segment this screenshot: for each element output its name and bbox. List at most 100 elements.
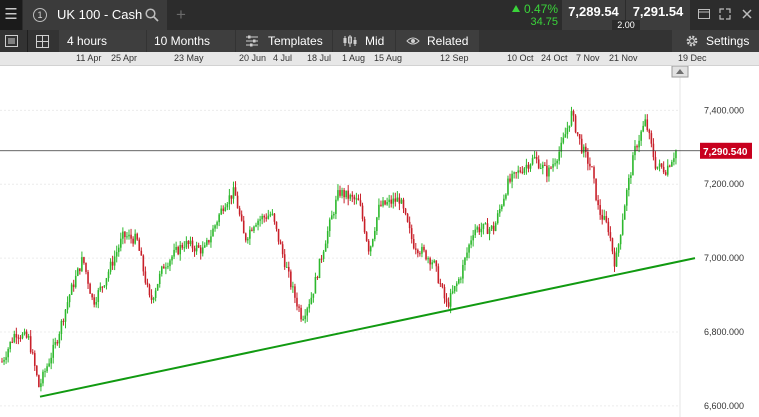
candle-body [183,247,186,249]
candle-body [564,134,567,138]
candle-body [185,241,188,248]
candle-body [460,278,462,280]
add-tab-button[interactable]: + [176,5,186,24]
candle-body [402,199,405,209]
candle-body [675,150,677,159]
candle-body [242,220,245,234]
candle-body [425,250,427,260]
range-selector[interactable]: 10 Months [147,30,235,52]
candle-body [257,220,259,225]
candle-body [623,205,626,220]
search-icon[interactable] [145,8,159,22]
candle-body [265,217,268,219]
candle-body [214,225,216,229]
candle-body [310,297,313,304]
grid-layout-icon[interactable] [36,35,49,48]
candle-body [56,342,59,344]
templates-button[interactable]: Templates [236,30,332,52]
candle-body [455,283,458,286]
candle-body [187,241,190,245]
candle-body [367,240,370,252]
candle-body [279,241,282,245]
candle-body [580,138,583,153]
price-tick-label: 6,600.000 [704,401,744,411]
candle-body [533,156,536,159]
candle-body [406,213,409,222]
candle-body [605,216,608,222]
candle-body [146,282,149,285]
candle-body [419,253,421,255]
candle-body [208,240,210,243]
candle-body [124,231,126,238]
candle-body [232,187,235,199]
candle-body [613,251,616,267]
candle-body [429,258,431,265]
candle-body [599,205,601,215]
candle-body [585,146,587,153]
candle-body [64,309,67,322]
candle-body [3,359,5,362]
candle-body [378,204,380,218]
candle-body [68,294,71,303]
candle-body [658,163,661,167]
candle-body [550,167,552,169]
hamburger-menu-icon[interactable]: ☰ [0,0,22,30]
expand-icon[interactable] [718,7,732,21]
candle-body [99,286,102,291]
candle-body [572,111,575,116]
candle-body [31,352,34,354]
scroll-to-end-icon[interactable] [671,66,689,78]
date-label: 24 Oct [541,53,568,63]
candle-body [308,303,311,309]
dock-icon[interactable] [697,7,711,21]
list-view-icon[interactable] [5,35,18,47]
related-button[interactable]: Related [396,30,479,52]
candle-body [392,198,395,204]
candle-body [423,246,425,251]
candle-body [38,375,40,388]
candle-body [169,260,171,267]
date-label: 11 Apr [76,53,102,63]
candle-body [570,111,573,126]
candle-body [101,286,104,288]
candle-body [447,302,450,307]
candle-body [498,209,501,214]
candle-body [662,166,665,173]
settings-button[interactable]: Settings [672,30,759,52]
candle-body [630,175,632,179]
candle-body [132,238,134,244]
candle-body [539,167,542,169]
candle-body [300,307,302,320]
candle-body [646,119,649,130]
trendline[interactable] [39,257,696,398]
candle-body [191,240,194,249]
candle-body [230,195,233,199]
sell-price-button[interactable]: 7,289.54 [562,0,625,30]
candle-body [160,266,163,274]
candle-body [593,167,595,179]
close-icon[interactable] [740,7,754,21]
candle-body [642,125,644,132]
date-label: 21 Nov [609,53,638,63]
price-chart[interactable]: 7,400.000 7,200.000 7,000.000 6,800.000 6,60… [0,66,759,417]
candle-body [431,262,433,265]
candle-body [89,283,91,294]
price-mode-button[interactable]: Mid [333,30,395,52]
candle-body [337,190,339,200]
instrument-tab[interactable]: 1 UK 100 - Cash [23,0,167,30]
candle-body [273,213,276,222]
candle-body [433,260,436,263]
candle-body [292,286,294,288]
candle-body [152,297,155,300]
interval-selector[interactable]: 4 hours [59,30,146,52]
candle-body [218,214,220,223]
range-label: 10 Months [154,34,211,48]
candle-body [144,271,147,283]
candles [1,106,677,392]
candle-body [488,228,491,234]
candle-body [140,250,143,256]
candle-body [136,233,138,240]
candle-body [42,371,44,384]
candle-body [513,172,515,174]
candle-body [582,146,585,153]
